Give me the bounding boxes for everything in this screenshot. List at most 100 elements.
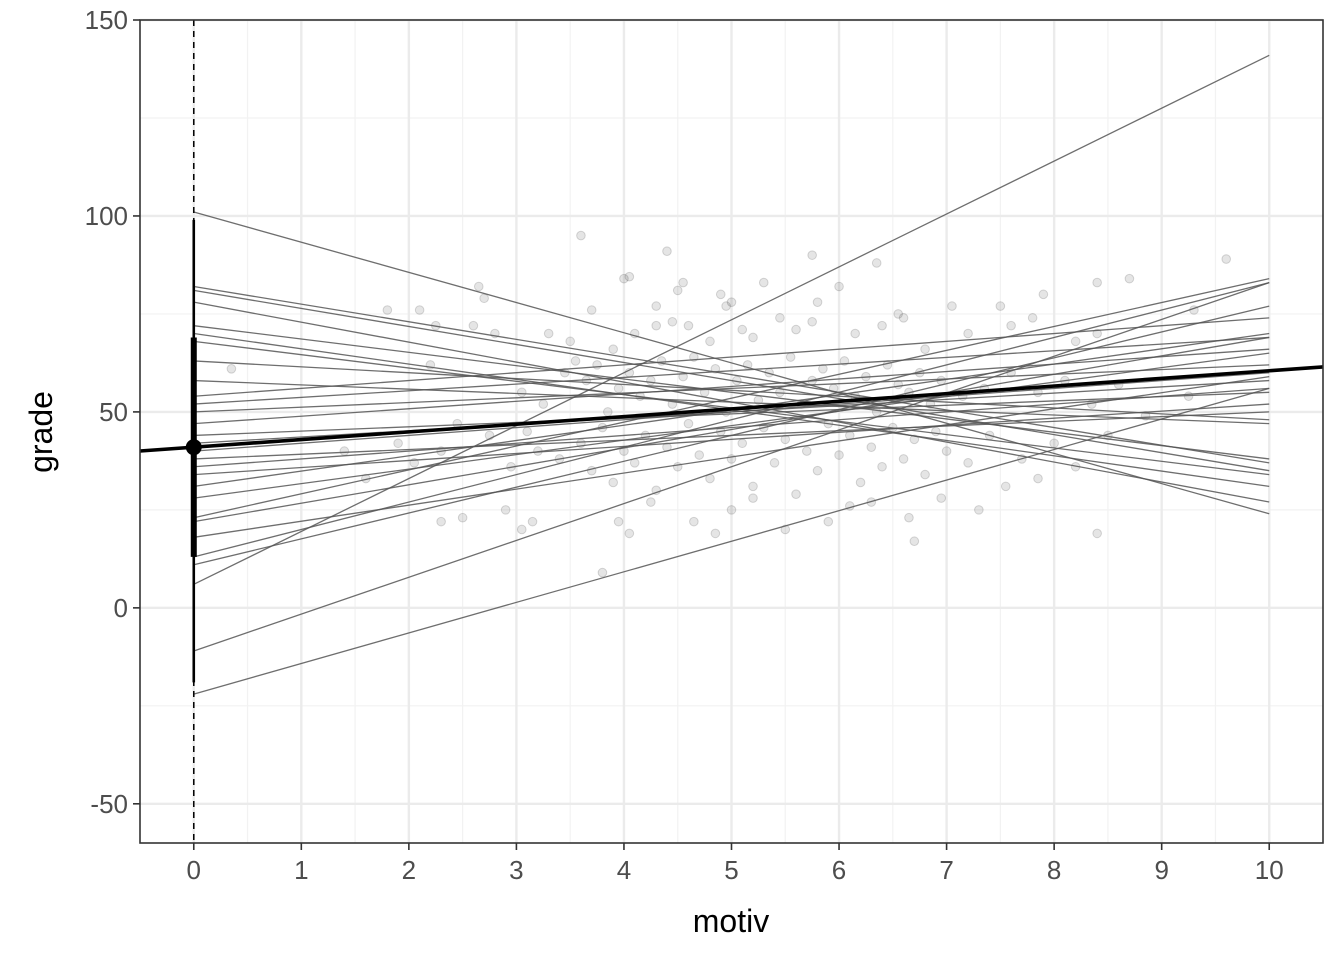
data-point xyxy=(920,469,930,480)
data-point xyxy=(877,320,887,331)
x-tick-label: 2 xyxy=(402,855,416,885)
data-point xyxy=(683,418,694,429)
group-line xyxy=(193,387,1270,468)
data-point xyxy=(662,246,672,257)
group-line xyxy=(193,360,1270,421)
data-point xyxy=(758,277,769,288)
data-point xyxy=(646,497,656,507)
data-point xyxy=(898,454,909,464)
group-line xyxy=(193,364,1270,413)
data-point xyxy=(226,363,237,374)
data-point xyxy=(683,320,694,331)
data-point xyxy=(479,293,489,304)
x-tick-label: 7 xyxy=(939,855,953,885)
group-line xyxy=(193,305,1270,566)
data-point xyxy=(1006,320,1016,331)
data-point xyxy=(608,477,619,488)
data-point xyxy=(785,352,796,362)
data-point xyxy=(436,516,446,527)
y-tick-label: 0 xyxy=(114,593,128,623)
data-point xyxy=(909,434,920,445)
data-point xyxy=(543,328,554,339)
data-point xyxy=(963,328,973,339)
data-point xyxy=(516,524,527,535)
data-point xyxy=(855,477,866,488)
data-point xyxy=(570,356,581,366)
x-tick-label: 1 xyxy=(294,855,308,885)
data-point xyxy=(613,383,624,394)
data-point xyxy=(936,493,947,503)
data-point xyxy=(737,438,748,449)
data-point xyxy=(382,305,393,315)
data-point xyxy=(721,301,731,311)
data-point xyxy=(871,258,882,268)
data-point xyxy=(672,461,683,472)
data-point xyxy=(748,481,758,492)
data-point xyxy=(834,450,844,460)
data-point xyxy=(974,505,984,515)
data-point xyxy=(823,516,834,527)
data-point xyxy=(737,324,748,335)
data-point xyxy=(565,336,575,347)
x-tick-label: 6 xyxy=(832,855,846,885)
data-point xyxy=(500,505,511,515)
x-tick-label: 8 xyxy=(1047,855,1061,885)
intercept-estimate-point xyxy=(185,439,202,456)
data-point xyxy=(791,489,801,500)
data-point xyxy=(624,271,635,282)
data-point xyxy=(812,465,823,476)
data-point xyxy=(780,434,791,445)
group-line xyxy=(193,387,1270,695)
x-tick-label: 10 xyxy=(1255,855,1284,885)
data-point xyxy=(909,536,920,547)
group-line xyxy=(193,317,1270,397)
major-gridlines xyxy=(140,18,1323,843)
x-axis-ticks: 0 1 2 3 4 5 6 7 8 9 10 xyxy=(187,843,1284,885)
group-line xyxy=(193,325,1270,460)
x-axis-title: motiv xyxy=(693,903,769,939)
group-line xyxy=(193,54,1270,585)
data-point xyxy=(1092,528,1102,539)
data-point xyxy=(1070,336,1081,347)
data-point xyxy=(538,399,549,409)
data-point xyxy=(877,461,887,472)
data-point xyxy=(726,505,737,515)
data-point xyxy=(694,450,705,460)
data-point xyxy=(646,375,656,386)
data-point xyxy=(710,528,721,539)
data-point xyxy=(1092,328,1102,339)
y-tick-label: -50 xyxy=(90,789,128,819)
data-point xyxy=(726,297,737,307)
data-point xyxy=(689,516,699,527)
data-point xyxy=(613,516,624,527)
x-tick-label: 4 xyxy=(617,855,631,885)
data-point xyxy=(931,426,941,437)
data-point xyxy=(473,281,484,292)
data-point xyxy=(651,320,662,331)
y-tick-label: 100 xyxy=(85,201,128,231)
data-point xyxy=(834,281,844,292)
data-point xyxy=(393,438,403,449)
data-point xyxy=(920,344,930,355)
data-point xyxy=(801,446,812,456)
data-point xyxy=(457,512,468,523)
data-point xyxy=(780,524,791,535)
data-point xyxy=(586,305,597,315)
y-axis-ticks: -50 0 50 100 150 xyxy=(85,5,140,819)
data-point xyxy=(1049,438,1059,449)
group-line xyxy=(193,336,1270,523)
group-line xyxy=(193,379,1270,425)
data-point xyxy=(1038,289,1049,300)
data-point xyxy=(1000,481,1011,492)
group-line xyxy=(193,372,1270,452)
data-point xyxy=(608,344,619,355)
data-point xyxy=(576,230,586,241)
y-tick-label: 150 xyxy=(85,5,128,35)
data-point xyxy=(651,301,662,311)
data-point xyxy=(1033,473,1043,484)
data-point xyxy=(893,309,903,319)
fixed-effect-layer xyxy=(140,20,1323,843)
data-point xyxy=(898,313,909,323)
data-point xyxy=(624,528,635,539)
